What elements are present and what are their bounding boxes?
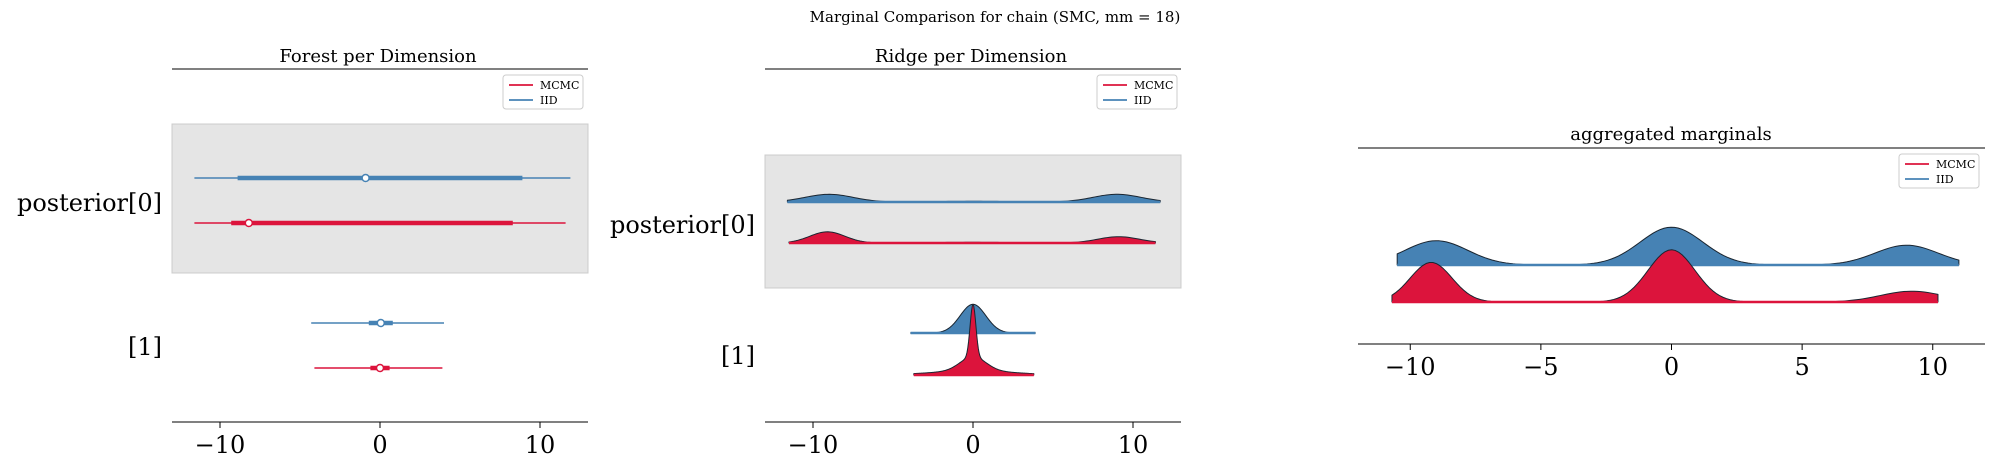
mcmc-median-point <box>375 363 385 373</box>
x-tick-label: −10 <box>788 431 839 459</box>
forest-panel: Forest per Dimension −10 0 10 posterior[0] [… <box>17 46 589 459</box>
x-tick-label: 10 <box>525 431 556 459</box>
row-label: posterior[0] <box>17 189 162 217</box>
legend: MCMC IID <box>1898 153 1980 189</box>
ridge-panel: Ridge per Dimension −10 0 10 posterior[0] [1… <box>610 46 1182 459</box>
x-tick-label: 0 <box>372 431 387 459</box>
iid-density <box>1396 226 1960 266</box>
x-tick-label: 10 <box>1118 431 1149 459</box>
mcmc-density <box>1391 249 1939 303</box>
row-label: posterior[0] <box>610 211 755 239</box>
mcmc-median-point <box>244 218 254 228</box>
panel-title: aggregated marginals <box>1570 124 1771 145</box>
x-tick-label: −5 <box>1523 353 1558 381</box>
row-label: [1] <box>721 342 755 370</box>
legend-label-iid: IID <box>1936 173 1954 186</box>
row-label: [1] <box>128 333 162 361</box>
x-tick-label: −10 <box>1385 353 1436 381</box>
legend-label-mcmc: MCMC <box>540 79 579 92</box>
legend: MCMC IID <box>502 74 584 110</box>
panel-title: Ridge per Dimension <box>875 46 1068 67</box>
legend-label-mcmc: MCMC <box>1134 79 1173 92</box>
x-tick-label: 5 <box>1794 353 1809 381</box>
x-tick-label: 0 <box>1664 353 1679 381</box>
iid-median-point <box>361 173 370 183</box>
mcmc-density <box>913 303 1035 376</box>
iid-median-point <box>376 318 386 328</box>
legend: MCMC IID <box>1096 74 1178 110</box>
row-band <box>764 154 1182 289</box>
x-tick-label: −10 <box>195 431 246 459</box>
x-tick-label: 0 <box>965 431 980 459</box>
row-band <box>171 123 589 274</box>
legend-label-iid: IID <box>1134 94 1152 107</box>
legend-label-iid: IID <box>540 94 558 107</box>
figure-title: Marginal Comparison for chain (SMC, mm =… <box>810 8 1181 26</box>
legend-label-mcmc: MCMC <box>1936 158 1975 171</box>
panel-title: Forest per Dimension <box>279 46 477 67</box>
x-tick-label: 10 <box>1917 353 1948 381</box>
aggregated-panel: aggregated marginals −10 −5 0 5 10 MCMC IID <box>1358 124 1985 381</box>
